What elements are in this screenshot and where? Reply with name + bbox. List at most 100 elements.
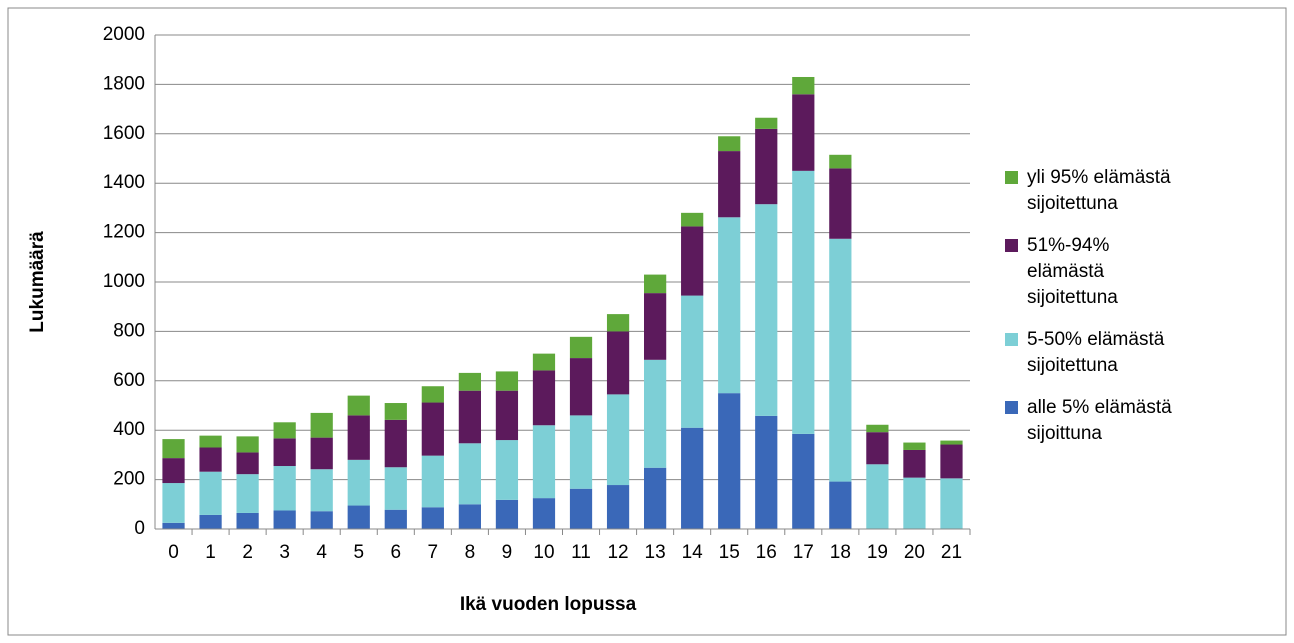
y-axis-title: Lukumäärä: [27, 231, 48, 333]
bar-segment: [718, 136, 741, 152]
legend-label: 51%-94% elämästä sijoitettuna: [1027, 235, 1118, 308]
bar-segment: [755, 204, 778, 416]
x-tick-label: 6: [391, 542, 402, 563]
bar-segment: [421, 455, 444, 508]
bar-segment: [792, 170, 815, 434]
bar-segment: [273, 422, 296, 439]
y-tick-label: 800: [113, 320, 145, 341]
bar-segment: [569, 488, 593, 529]
y-tick-label: 600: [113, 370, 145, 391]
bar-segment: [792, 76, 815, 95]
bar-segment: [384, 509, 407, 529]
x-tick-label: 3: [279, 542, 290, 563]
bar-segment: [866, 432, 889, 465]
bar-segment: [606, 331, 630, 395]
bar-segment: [421, 386, 444, 403]
bar-segment: [421, 402, 444, 456]
bar-segment: [273, 466, 296, 511]
y-tick-label: 2000: [103, 24, 145, 45]
bar-segment: [162, 439, 185, 459]
bar-segment: [829, 154, 852, 169]
x-tick-label: 12: [607, 542, 628, 563]
y-tick-label: 1400: [103, 172, 145, 193]
x-tick-label: 18: [830, 542, 851, 563]
bar-segment: [495, 499, 519, 529]
bar-segment: [644, 467, 667, 529]
bar-segment: [310, 437, 333, 470]
bar-segment: [384, 467, 407, 510]
bar-segment: [903, 449, 926, 478]
bar-segment: [273, 438, 296, 467]
bar-segment: [532, 353, 556, 371]
x-tick-label: 16: [756, 542, 777, 563]
bar-segment: [903, 477, 926, 529]
bar-segment: [718, 217, 741, 394]
y-tick-label: 1200: [103, 222, 145, 243]
y-tick-label: 1800: [103, 73, 145, 94]
bar-segment: [755, 415, 778, 529]
bar-segment: [644, 359, 667, 468]
legend-label: yli 95% elämästä sijoitettuna: [1027, 167, 1171, 214]
bar-segment: [755, 128, 778, 205]
bar-segment: [755, 117, 778, 129]
bar-segment: [829, 238, 852, 482]
x-axis-title: Ikä vuoden lopussa: [460, 594, 637, 615]
x-tick-label: 15: [719, 542, 740, 563]
bar-segment: [866, 424, 889, 433]
x-tick-label: 7: [428, 542, 439, 563]
bar-segment: [162, 483, 185, 523]
bar-segment: [569, 415, 593, 489]
y-tick-label: 200: [113, 469, 145, 490]
x-tick-label: 21: [941, 542, 962, 563]
bar-segment: [347, 395, 370, 416]
bar-segment: [347, 415, 370, 460]
bar-segment: [792, 433, 815, 529]
bar-segment: [199, 471, 222, 515]
bar-segment: [458, 372, 481, 391]
bar-segment: [569, 358, 593, 416]
bar-segment: [940, 478, 963, 529]
legend: yli 95% elämästä sijoitettuna 51%-94% elä…: [1005, 165, 1185, 463]
bar-segment: [606, 485, 630, 529]
bar-segment: [644, 293, 667, 360]
bar-segment: [940, 444, 963, 479]
bar-segment: [644, 274, 667, 294]
bar-segment: [458, 390, 481, 444]
bar-segment: [829, 168, 852, 239]
y-tick-label: 1600: [103, 123, 145, 144]
bar-segment: [866, 464, 889, 529]
bar-segment: [792, 94, 815, 171]
legend-item: 5-50% elämästä sijoitettuna: [1005, 327, 1185, 379]
bar-segment: [458, 443, 481, 505]
bar-segment: [495, 390, 519, 441]
bar-segment: [606, 314, 630, 332]
bar-segment: [384, 419, 407, 468]
legend-swatch: [1005, 171, 1018, 184]
bar-segment: [681, 427, 704, 529]
bar-segment: [199, 447, 222, 472]
legend-item: alle 5% elämästä sijoittuna: [1005, 395, 1185, 447]
x-tick-label: 0: [168, 542, 179, 563]
bar-segment: [236, 452, 259, 475]
y-tick-label: 1000: [103, 271, 145, 292]
bar-segment: [162, 458, 185, 484]
bar-segment: [606, 394, 630, 486]
bar-segment: [310, 412, 333, 438]
bar-segment: [495, 371, 519, 391]
bar-segment: [532, 425, 556, 499]
legend-label: 5-50% elämästä sijoitettuna: [1027, 329, 1165, 376]
bar-segment: [421, 507, 444, 529]
x-tick-label: 17: [793, 542, 814, 563]
legend-label: alle 5% elämästä sijoittuna: [1027, 397, 1172, 444]
bar-segment: [569, 336, 593, 359]
x-tick-label: 20: [904, 542, 925, 563]
legend-item: yli 95% elämästä sijoitettuna: [1005, 165, 1185, 217]
bar-segment: [495, 440, 519, 500]
x-tick-label: 8: [465, 542, 476, 563]
bar-segment: [236, 474, 259, 513]
bar-segment: [273, 510, 296, 529]
x-tick-label: 5: [353, 542, 364, 563]
bar-segment: [532, 370, 556, 426]
legend-item: 51%-94% elämästä sijoitettuna: [1005, 233, 1185, 311]
